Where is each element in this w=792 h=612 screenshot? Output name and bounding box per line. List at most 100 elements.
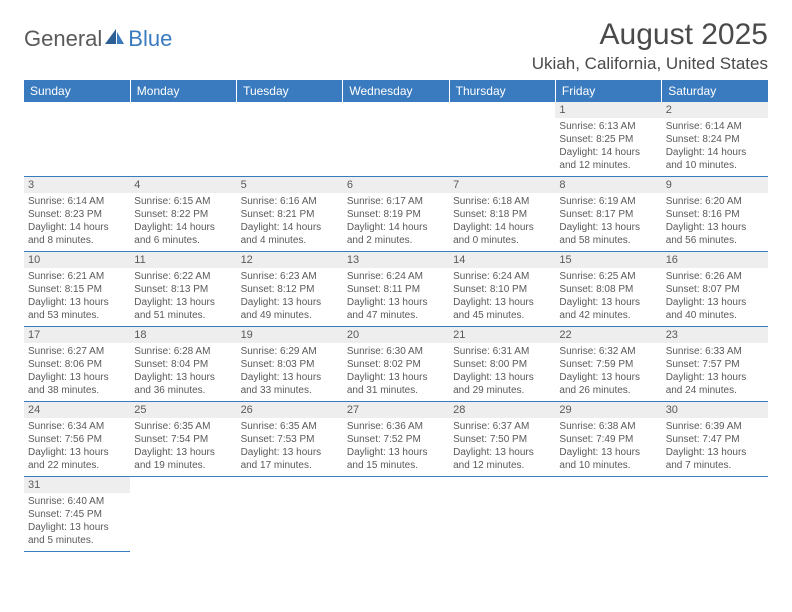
day-number: 23	[662, 327, 768, 343]
week-row: 10 Sunrise: 6:21 AMSunset: 8:15 PM Dayligh…	[24, 252, 768, 327]
day-cell: 20Sunrise: 6:30 AMSunset: 8:02 PMDayligh…	[343, 327, 449, 402]
daylight-text: Daylight: 13 hours and 51 minutes.	[134, 296, 232, 322]
sunset-text: Sunset: 8:16 PM	[666, 208, 764, 221]
day-details: Sunrise: 6:31 AMSunset: 8:00 PMDaylight:…	[449, 343, 555, 401]
day-details: Sunrise: 6:33 AMSunset: 7:57 PMDaylight:…	[662, 343, 768, 401]
logo-text-2: Blue	[128, 26, 172, 52]
day-number: 10	[24, 252, 130, 268]
day-number: 20	[343, 327, 449, 343]
day-details: Sunrise: 6:14 AMSunset: 8:24 PMDaylight:…	[662, 118, 768, 176]
day-cell: 7Sunrise: 6:18 AMSunset: 8:18 PMDaylight…	[449, 177, 555, 252]
sunset-text: Sunset: 7:45 PM	[28, 508, 126, 521]
day-number: 3	[24, 177, 130, 193]
sunrise-text: Sunrise: 6:21 AM	[28, 270, 126, 283]
sunset-text: Sunset: 8:17 PM	[559, 208, 657, 221]
sunrise-text: Sunrise: 6:38 AM	[559, 420, 657, 433]
day-number: 25	[130, 402, 236, 418]
sunset-text: Sunset: 8:15 PM	[28, 283, 126, 296]
daylight-text: Daylight: 13 hours and 56 minutes.	[666, 221, 764, 247]
day-cell: 29Sunrise: 6:38 AMSunset: 7:49 PMDayligh…	[555, 402, 661, 477]
day-details: Sunrise: 6:17 AMSunset: 8:19 PMDaylight:…	[343, 193, 449, 251]
day-cell: 3Sunrise: 6:14 AMSunset: 8:23 PMDaylight…	[24, 177, 130, 252]
day-cell: 9Sunrise: 6:20 AMSunset: 8:16 PMDaylight…	[662, 177, 768, 252]
day-cell	[237, 477, 343, 552]
day-details: Sunrise: 6:22 AMSunset: 8:13 PMDaylight:…	[130, 268, 236, 326]
sunset-text: Sunset: 8:02 PM	[347, 358, 445, 371]
day-cell: 28Sunrise: 6:37 AMSunset: 7:50 PMDayligh…	[449, 402, 555, 477]
daylight-text: Daylight: 13 hours and 17 minutes.	[241, 446, 339, 472]
day-details: Sunrise: 6:34 AMSunset: 7:56 PMDaylight:…	[24, 418, 130, 476]
sunset-text: Sunset: 8:25 PM	[559, 133, 657, 146]
day-details: Sunrise: 6:29 AMSunset: 8:03 PMDaylight:…	[237, 343, 343, 401]
day-number: 13	[343, 252, 449, 268]
sunset-text: Sunset: 7:57 PM	[666, 358, 764, 371]
day-details: Sunrise: 6:36 AMSunset: 7:52 PMDaylight:…	[343, 418, 449, 476]
day-details: Sunrise: 6:16 AMSunset: 8:21 PMDaylight:…	[237, 193, 343, 251]
day-number: 22	[555, 327, 661, 343]
calendar-table: SundayMondayTuesdayWednesdayThursdayFrid…	[24, 80, 768, 552]
day-details: Sunrise: 6:38 AMSunset: 7:49 PMDaylight:…	[555, 418, 661, 476]
sunset-text: Sunset: 8:07 PM	[666, 283, 764, 296]
week-row: 24Sunrise: 6:34 AMSunset: 7:56 PMDayligh…	[24, 402, 768, 477]
day-cell: 15Sunrise: 6:25 AMSunset: 8:08 PMDayligh…	[555, 252, 661, 327]
logo: General Blue	[24, 26, 172, 52]
day-number: 21	[449, 327, 555, 343]
day-number: 16	[662, 252, 768, 268]
day-number: 12	[237, 252, 343, 268]
daylight-text: Daylight: 13 hours and 45 minutes.	[453, 296, 551, 322]
sunset-text: Sunset: 7:53 PM	[241, 433, 339, 446]
sunset-text: Sunset: 7:50 PM	[453, 433, 551, 446]
day-details: Sunrise: 6:25 AMSunset: 8:08 PMDaylight:…	[555, 268, 661, 326]
daylight-text: Daylight: 14 hours and 12 minutes.	[559, 146, 657, 172]
daylight-text: Daylight: 13 hours and 38 minutes.	[28, 371, 126, 397]
daylight-text: Daylight: 14 hours and 2 minutes.	[347, 221, 445, 247]
sunrise-text: Sunrise: 6:23 AM	[241, 270, 339, 283]
sunrise-text: Sunrise: 6:26 AM	[666, 270, 764, 283]
day-number: 15	[555, 252, 661, 268]
day-details: Sunrise: 6:13 AMSunset: 8:25 PMDaylight:…	[555, 118, 661, 176]
day-cell	[130, 102, 236, 177]
day-number: 24	[24, 402, 130, 418]
dow-header: Wednesday	[343, 80, 449, 102]
day-details: Sunrise: 6:40 AMSunset: 7:45 PMDaylight:…	[24, 493, 130, 551]
sunrise-text: Sunrise: 6:30 AM	[347, 345, 445, 358]
day-details: Sunrise: 6:20 AMSunset: 8:16 PMDaylight:…	[662, 193, 768, 251]
sunrise-text: Sunrise: 6:13 AM	[559, 120, 657, 133]
day-details: Sunrise: 6:24 AMSunset: 8:11 PMDaylight:…	[343, 268, 449, 326]
sunset-text: Sunset: 8:13 PM	[134, 283, 232, 296]
day-cell	[555, 477, 661, 552]
day-cell: 26Sunrise: 6:35 AMSunset: 7:53 PMDayligh…	[237, 402, 343, 477]
daylight-text: Daylight: 13 hours and 36 minutes.	[134, 371, 232, 397]
sunrise-text: Sunrise: 6:22 AM	[134, 270, 232, 283]
day-number: 6	[343, 177, 449, 193]
day-number: 29	[555, 402, 661, 418]
sunset-text: Sunset: 8:08 PM	[559, 283, 657, 296]
day-details: Sunrise: 6:35 AMSunset: 7:54 PMDaylight:…	[130, 418, 236, 476]
sunset-text: Sunset: 7:59 PM	[559, 358, 657, 371]
day-number: 1	[555, 102, 661, 118]
day-cell	[343, 477, 449, 552]
sunrise-text: Sunrise: 6:19 AM	[559, 195, 657, 208]
day-details: Sunrise: 6:28 AMSunset: 8:04 PMDaylight:…	[130, 343, 236, 401]
day-number: 11	[130, 252, 236, 268]
day-details: Sunrise: 6:24 AMSunset: 8:10 PMDaylight:…	[449, 268, 555, 326]
day-number: 9	[662, 177, 768, 193]
day-number: 27	[343, 402, 449, 418]
day-number: 18	[130, 327, 236, 343]
day-details: Sunrise: 6:19 AMSunset: 8:17 PMDaylight:…	[555, 193, 661, 251]
title-block: August 2025 Ukiah, California, United St…	[532, 18, 768, 74]
month-title: August 2025	[532, 18, 768, 52]
sunrise-text: Sunrise: 6:35 AM	[134, 420, 232, 433]
daylight-text: Daylight: 13 hours and 49 minutes.	[241, 296, 339, 322]
day-cell: 24Sunrise: 6:34 AMSunset: 7:56 PMDayligh…	[24, 402, 130, 477]
sunrise-text: Sunrise: 6:34 AM	[28, 420, 126, 433]
sunset-text: Sunset: 8:22 PM	[134, 208, 232, 221]
sunrise-text: Sunrise: 6:33 AM	[666, 345, 764, 358]
daylight-text: Daylight: 13 hours and 31 minutes.	[347, 371, 445, 397]
sunset-text: Sunset: 7:49 PM	[559, 433, 657, 446]
day-cell: 30Sunrise: 6:39 AMSunset: 7:47 PMDayligh…	[662, 402, 768, 477]
sunrise-text: Sunrise: 6:37 AM	[453, 420, 551, 433]
sunset-text: Sunset: 8:12 PM	[241, 283, 339, 296]
day-number: 8	[555, 177, 661, 193]
day-details: Sunrise: 6:30 AMSunset: 8:02 PMDaylight:…	[343, 343, 449, 401]
